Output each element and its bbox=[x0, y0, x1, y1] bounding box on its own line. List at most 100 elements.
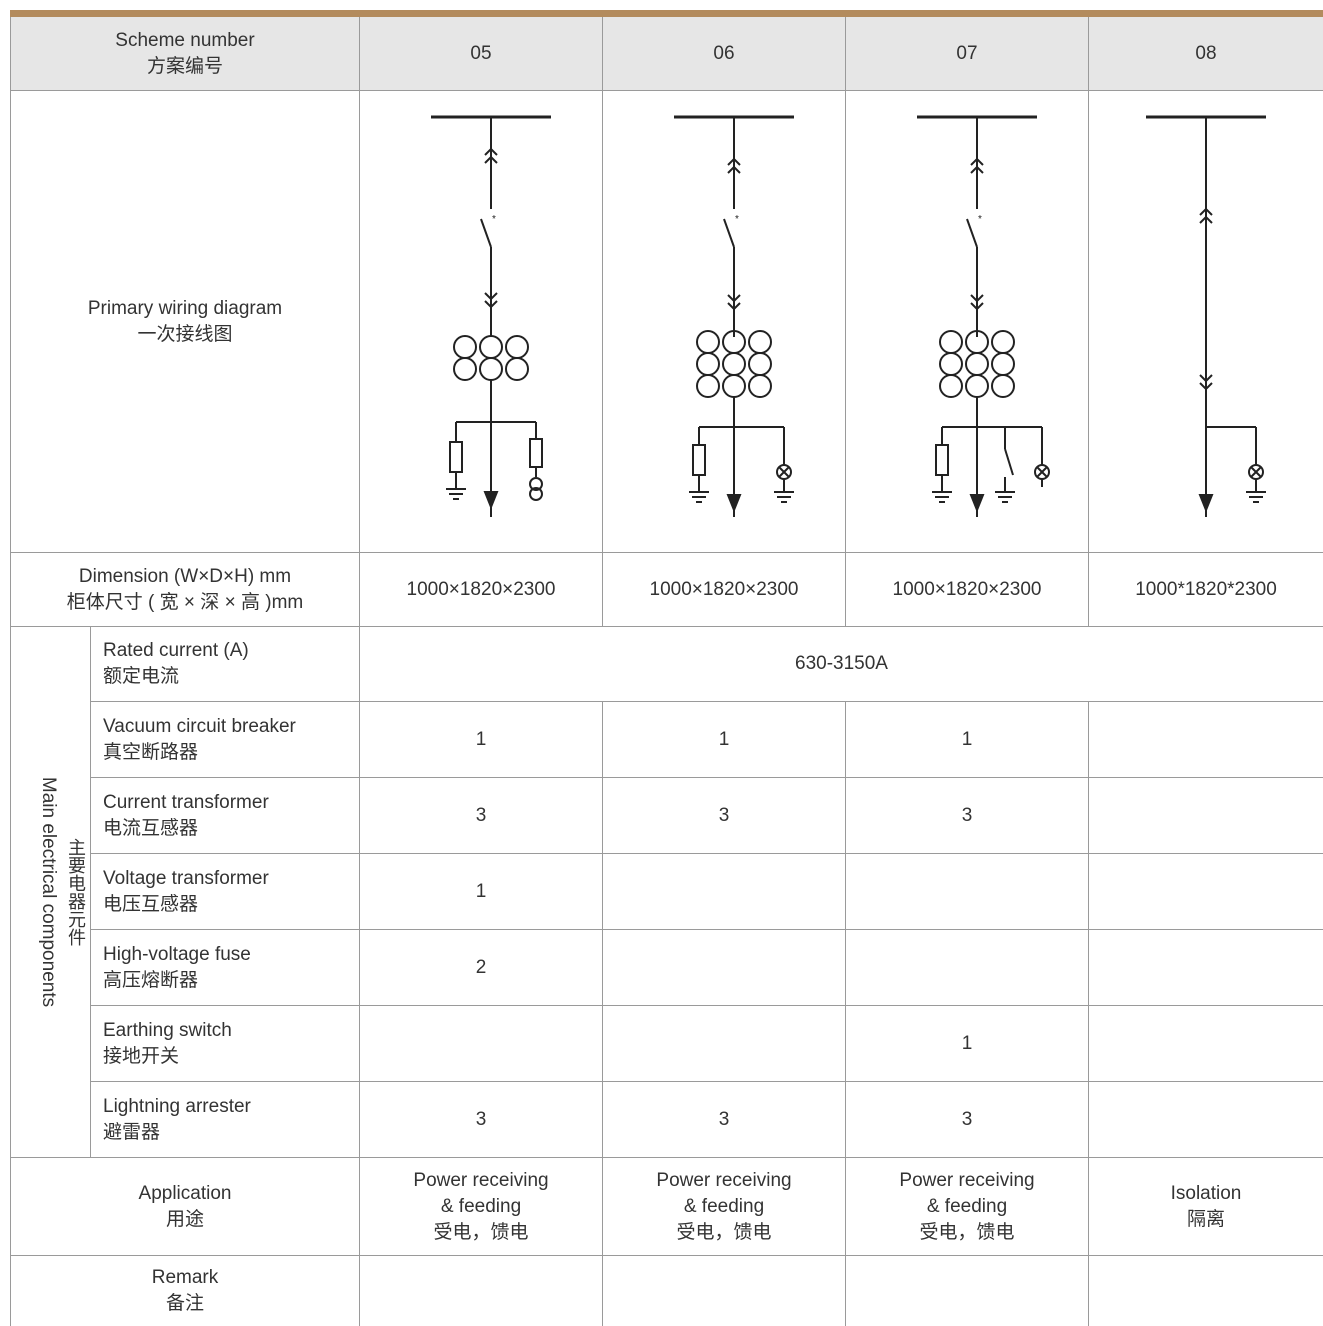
dimension-label: Dimension (W×D×H) mm 柜体尺寸 ( 宽 × 深 × 高 )m… bbox=[11, 553, 360, 627]
wiring-diagram-08 bbox=[1089, 91, 1323, 553]
component-value bbox=[603, 854, 846, 930]
header-row: Scheme number 方案编号 05 06 07 08 bbox=[11, 17, 1323, 91]
rated-current-row: Main electrical components 主要电器元件 Rated … bbox=[11, 627, 1323, 702]
wiring-diagram-05: * bbox=[360, 91, 603, 553]
scheme-number-label: Scheme number 方案编号 bbox=[11, 17, 360, 91]
wiring-diagram-07-graphic: * bbox=[867, 97, 1067, 547]
scheme-06: 06 bbox=[603, 17, 846, 91]
component-value: 1 bbox=[360, 854, 603, 930]
application-cn: 受电，馈电 bbox=[603, 1220, 845, 1246]
component-value: 3 bbox=[846, 778, 1089, 854]
wiring-diagram-06: * bbox=[603, 91, 846, 553]
component-label-cn: 避雷器 bbox=[103, 1120, 359, 1146]
component-label-cn: 真空断路器 bbox=[103, 740, 359, 766]
svg-text:*: * bbox=[735, 214, 739, 225]
component-label: Earthing switch 接地开关 bbox=[91, 1006, 360, 1082]
dimension-05: 1000×1820×2300 bbox=[360, 553, 603, 627]
main-components-label-en: Main electrical components bbox=[35, 777, 61, 1007]
application-label: Application 用途 bbox=[11, 1158, 360, 1256]
component-value: 3 bbox=[846, 1082, 1089, 1158]
scheme-05: 05 bbox=[360, 17, 603, 91]
application-label-cn: 用途 bbox=[11, 1207, 359, 1233]
component-label-cn: 电流互感器 bbox=[103, 816, 359, 842]
svg-text:*: * bbox=[978, 214, 982, 225]
component-value: 1 bbox=[846, 702, 1089, 778]
primary-wiring-label: Primary wiring diagram 一次接线图 bbox=[11, 91, 360, 553]
remark-05 bbox=[360, 1256, 603, 1326]
rated-current-label-en: Rated current (A) bbox=[103, 638, 359, 664]
primary-wiring-label-cn: 一次接线图 bbox=[11, 322, 359, 348]
application-cn: 隔离 bbox=[1089, 1207, 1323, 1233]
application-05: Power receiving & feeding 受电，馈电 bbox=[360, 1158, 603, 1256]
component-value: 1 bbox=[360, 702, 603, 778]
component-value bbox=[1089, 1006, 1323, 1082]
component-label-cn: 接地开关 bbox=[103, 1044, 359, 1070]
application-06: Power receiving & feeding 受电，馈电 bbox=[603, 1158, 846, 1256]
component-label-en: Earthing switch bbox=[103, 1018, 359, 1044]
dimension-label-en: Dimension (W×D×H) mm bbox=[11, 564, 359, 590]
rated-current-label-cn: 额定电流 bbox=[103, 664, 359, 690]
component-value bbox=[1089, 854, 1323, 930]
scheme-number-label-en: Scheme number bbox=[11, 28, 359, 54]
component-row-vacuum-circuit-breaker: Vacuum circuit breaker 真空断路器 1 1 1 bbox=[11, 702, 1323, 778]
remark-label: Remark 备注 bbox=[11, 1256, 360, 1326]
component-value: 3 bbox=[360, 1082, 603, 1158]
wiring-diagram-05-graphic: * bbox=[381, 97, 581, 547]
application-07: Power receiving & feeding 受电，馈电 bbox=[846, 1158, 1089, 1256]
application-en-line1: Power receiving bbox=[603, 1168, 845, 1194]
component-label-en: Voltage transformer bbox=[103, 866, 359, 892]
scheme-table: Scheme number 方案编号 05 06 07 08 Primary w… bbox=[10, 17, 1323, 1326]
dimension-07: 1000×1820×2300 bbox=[846, 553, 1089, 627]
application-en-line1: Power receiving bbox=[846, 1168, 1088, 1194]
application-en-line1: Isolation bbox=[1089, 1181, 1323, 1207]
component-value bbox=[1089, 930, 1323, 1006]
dimension-08: 1000*1820*2300 bbox=[1089, 553, 1323, 627]
application-en-line2: & feeding bbox=[603, 1194, 845, 1220]
component-value bbox=[846, 930, 1089, 1006]
component-label-en: High-voltage fuse bbox=[103, 942, 359, 968]
component-row-earthing-switch: Earthing switch 接地开关 1 bbox=[11, 1006, 1323, 1082]
main-components-group: Main electrical components 主要电器元件 bbox=[11, 627, 91, 1158]
component-label-en: Vacuum circuit breaker bbox=[103, 714, 359, 740]
primary-wiring-label-en: Primary wiring diagram bbox=[11, 296, 359, 322]
component-value: 3 bbox=[603, 1082, 846, 1158]
component-value: 1 bbox=[846, 1006, 1089, 1082]
component-label: Current transformer 电流互感器 bbox=[91, 778, 360, 854]
wiring-diagram-06-graphic: * bbox=[624, 97, 824, 547]
component-value bbox=[1089, 778, 1323, 854]
component-label: Vacuum circuit breaker 真空断路器 bbox=[91, 702, 360, 778]
svg-text:*: * bbox=[492, 214, 496, 225]
dimension-row: Dimension (W×D×H) mm 柜体尺寸 ( 宽 × 深 × 高 )m… bbox=[11, 553, 1323, 627]
component-value: 3 bbox=[360, 778, 603, 854]
component-row-lightning-arrester: Lightning arrester 避雷器 3 3 3 bbox=[11, 1082, 1323, 1158]
main-components-label-cn: 主要电器元件 bbox=[63, 838, 89, 946]
component-value bbox=[846, 854, 1089, 930]
component-value bbox=[603, 930, 846, 1006]
application-cn: 受电，馈电 bbox=[846, 1220, 1088, 1246]
component-value: 3 bbox=[603, 778, 846, 854]
rated-current-label: Rated current (A) 额定电流 bbox=[91, 627, 360, 702]
dimension-label-cn: 柜体尺寸 ( 宽 × 深 × 高 )mm bbox=[11, 590, 359, 616]
component-value bbox=[1089, 702, 1323, 778]
component-row-high-voltage-fuse: High-voltage fuse 高压熔断器 2 bbox=[11, 930, 1323, 1006]
component-value: 2 bbox=[360, 930, 603, 1006]
scheme-number-label-cn: 方案编号 bbox=[11, 54, 359, 80]
component-value: 1 bbox=[603, 702, 846, 778]
application-en-line1: Power receiving bbox=[360, 1168, 602, 1194]
application-en-line2: & feeding bbox=[846, 1194, 1088, 1220]
top-accent-bar bbox=[10, 10, 1323, 17]
application-label-en: Application bbox=[11, 1181, 359, 1207]
component-value bbox=[603, 1006, 846, 1082]
component-row-voltage-transformer: Voltage transformer 电压互感器 1 bbox=[11, 854, 1323, 930]
component-label: Lightning arrester 避雷器 bbox=[91, 1082, 360, 1158]
remark-label-en: Remark bbox=[11, 1265, 359, 1291]
component-label-en: Current transformer bbox=[103, 790, 359, 816]
wiring-diagram-08-graphic bbox=[1106, 97, 1306, 547]
component-label: High-voltage fuse 高压熔断器 bbox=[91, 930, 360, 1006]
component-value bbox=[1089, 1082, 1323, 1158]
remark-08 bbox=[1089, 1256, 1323, 1326]
rated-current-value: 630-3150A bbox=[360, 627, 1323, 702]
component-label: Voltage transformer 电压互感器 bbox=[91, 854, 360, 930]
diagram-row: Primary wiring diagram 一次接线图 * bbox=[11, 91, 1323, 553]
application-row: Application 用途 Power receiving & feeding… bbox=[11, 1158, 1323, 1256]
